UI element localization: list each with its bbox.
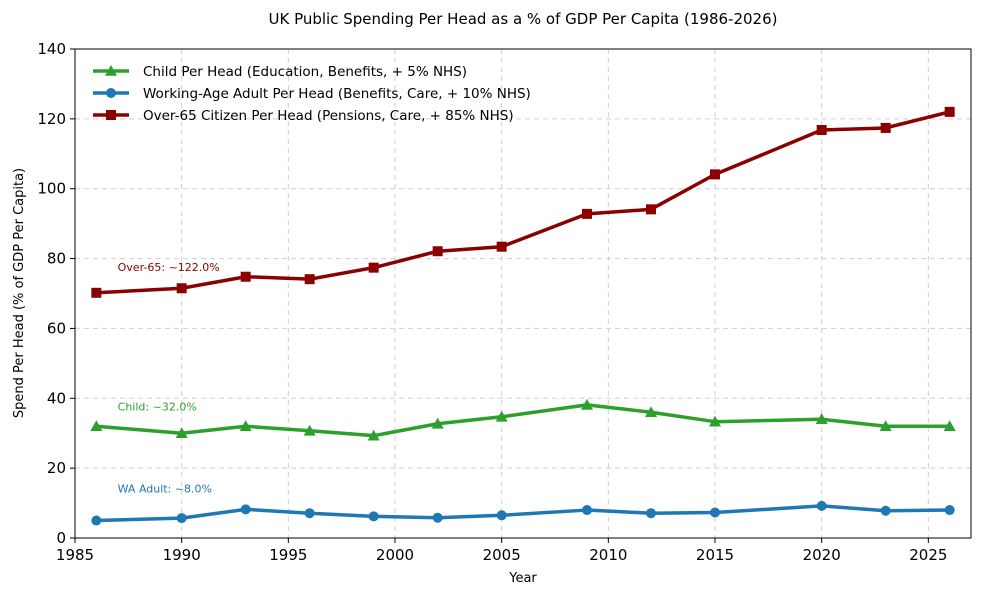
data-point (709, 415, 721, 427)
data-point (304, 508, 315, 519)
x-tick-label: 1990 (163, 546, 201, 564)
data-point (815, 413, 828, 425)
data-point (303, 424, 316, 436)
x-tick-label: 1995 (269, 546, 307, 564)
data-point (816, 125, 827, 136)
data-point (880, 122, 891, 133)
legend-label: Child Per Head (Education, Benefits, + 5… (143, 64, 467, 80)
data-point (880, 505, 891, 516)
y-tick-label: 20 (47, 459, 66, 477)
data-point (240, 504, 251, 515)
x-tick-label: 1985 (56, 546, 94, 564)
x-tick-label: 2025 (909, 546, 947, 564)
data-point (432, 246, 443, 257)
y-axis-label: Spend Per Head (% of GDP Per Capita) (12, 168, 27, 418)
data-point (581, 398, 593, 410)
series-circle (91, 500, 955, 526)
legend-item: Working-Age Adult Per Head (Benefits, Ca… (93, 86, 531, 102)
series-layer (90, 106, 956, 526)
annotation-label: Over-65: ~122.0% (118, 261, 220, 274)
y-tick-label: 60 (47, 319, 66, 337)
plot-frame (74, 48, 972, 539)
data-point (176, 283, 187, 294)
chart-title: UK Public Spending Per Head as a % of GD… (269, 10, 778, 28)
data-point (432, 512, 443, 523)
data-point (710, 169, 720, 180)
legend-item: Over-65 Citizen Per Head (Pensions, Care… (93, 108, 514, 124)
data-point (368, 262, 379, 273)
annotations: Over-65: ~122.0% Child: ~32.0% WA Adult: ~… (118, 261, 220, 496)
data-point (944, 106, 955, 117)
y-tick-label: 40 (47, 389, 66, 407)
data-point (710, 507, 720, 518)
legend-marker (106, 110, 116, 120)
data-point (176, 513, 187, 524)
y-tick-label: 100 (37, 180, 66, 198)
legend-label: Over-65 Citizen Per Head (Pensions, Care… (143, 108, 514, 124)
legend-item: Child Per Head (Education, Benefits, + 5… (93, 64, 467, 80)
data-point (582, 505, 592, 516)
data-point (496, 241, 507, 252)
data-point (645, 406, 657, 418)
x-tick-label: 2015 (696, 546, 734, 564)
data-point (944, 505, 955, 516)
series-square (91, 106, 955, 298)
x-axis-label: Year (508, 571, 537, 586)
legend-marker (105, 65, 117, 76)
legend-label: Working-Age Adult Per Head (Benefits, Ca… (143, 86, 531, 102)
data-point (496, 510, 507, 521)
data-point (816, 500, 827, 511)
x-tick-label: 2020 (803, 546, 841, 564)
x-tick-label: 2005 (483, 546, 521, 564)
data-point (646, 508, 656, 519)
data-point (91, 515, 102, 526)
legend: Child Per Head (Education, Benefits, + 5… (93, 64, 531, 124)
data-point (90, 420, 103, 432)
legend-marker (106, 88, 116, 98)
series-triangle (90, 398, 956, 441)
x-tick-label: 2000 (376, 546, 414, 564)
data-point (495, 410, 508, 422)
data-point (879, 420, 892, 432)
data-point (304, 274, 315, 285)
data-point (239, 420, 252, 432)
x-tick-label: 2010 (589, 546, 627, 564)
data-point (582, 208, 592, 219)
axis-ticks: 1985 1990 1995 2000 2005 2010 2015 2020 2025 0 20 4… (37, 40, 947, 564)
data-point (91, 287, 102, 298)
y-tick-label: 0 (56, 529, 66, 547)
data-point (240, 271, 251, 282)
data-point (175, 427, 188, 439)
y-tick-label: 80 (47, 250, 66, 268)
data-point (646, 204, 656, 215)
data-point (431, 417, 444, 429)
data-point (943, 420, 956, 432)
y-tick-label: 140 (37, 40, 66, 58)
y-tick-label: 120 (37, 110, 66, 128)
annotation-label: Child: ~32.0% (118, 401, 197, 414)
data-point (367, 429, 380, 441)
data-point (368, 511, 379, 522)
grid-lines (74, 48, 971, 539)
annotation-label: WA Adult: ~8.0% (118, 483, 212, 496)
